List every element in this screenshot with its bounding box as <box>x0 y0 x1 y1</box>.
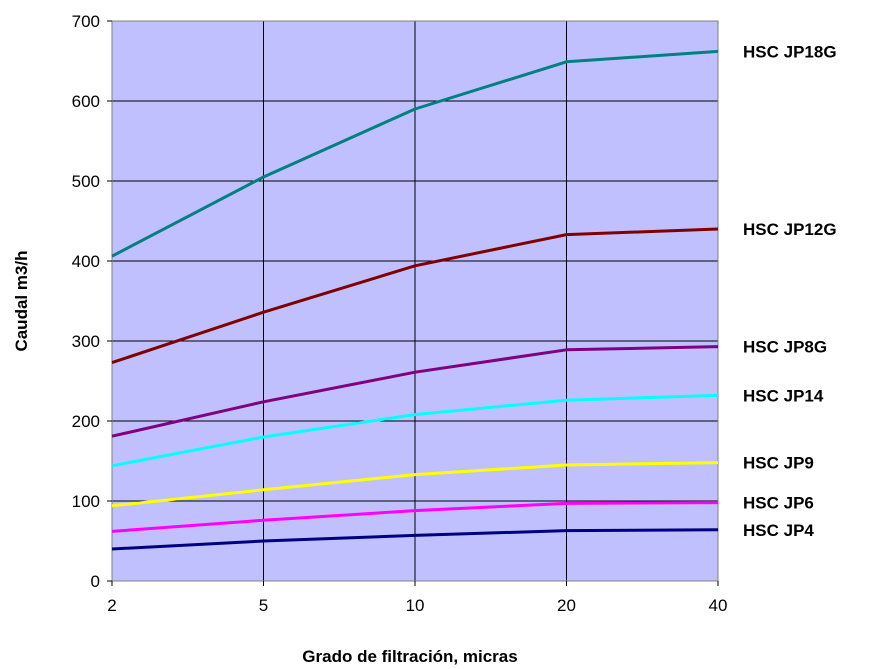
grid <box>112 21 718 581</box>
series-line-hsc-jp9 <box>111 461 719 508</box>
series-lines <box>111 49 719 551</box>
x-axis: 2 5 10 20 40 <box>107 581 727 615</box>
series-line-hsc-jp4 <box>111 528 719 551</box>
series-label-hsc-jp8g: HSC JP8G <box>743 338 827 357</box>
x-axis-title: Grado de filtración, micras <box>302 647 517 666</box>
y-tick-label: 300 <box>72 332 100 351</box>
x-tick-label: 5 <box>259 596 268 615</box>
x-tick-label: 40 <box>709 596 728 615</box>
y-tick-label: 400 <box>72 252 100 271</box>
x-tick-label: 10 <box>406 596 425 615</box>
y-axis: 0 100 200 300 400 500 600 700 <box>72 12 112 591</box>
series-labels: HSC JP18G HSC JP12G HSC JP8G HSC JP14 HSC JP… <box>743 42 837 539</box>
y-tick-label: 600 <box>72 92 100 111</box>
series-line-hsc-jp18g <box>111 49 719 258</box>
y-tick-label: 0 <box>91 572 100 591</box>
y-tick-label: 200 <box>72 412 100 431</box>
series-label-hsc-jp18g: HSC JP18G <box>743 42 837 61</box>
y-tick-label: 100 <box>72 492 100 511</box>
series-line-hsc-jp14 <box>111 393 719 468</box>
series-label-hsc-jp14: HSC JP14 <box>743 386 824 405</box>
series-label-hsc-jp6: HSC JP6 <box>743 494 814 513</box>
y-tick-label: 700 <box>72 12 100 31</box>
series-line-hsc-jp8g <box>111 345 719 438</box>
x-tick-label: 2 <box>107 596 116 615</box>
y-axis-title: Caudal m3/h <box>12 250 31 351</box>
series-label-hsc-jp9: HSC JP9 <box>743 454 814 473</box>
y-tick-label: 500 <box>72 172 100 191</box>
x-tick-label: 20 <box>557 596 576 615</box>
series-label-hsc-jp12g: HSC JP12G <box>743 220 837 239</box>
series-label-hsc-jp4: HSC JP4 <box>743 521 814 540</box>
series-line-hsc-jp12g <box>111 227 719 365</box>
series-line-hsc-jp6 <box>111 501 719 533</box>
